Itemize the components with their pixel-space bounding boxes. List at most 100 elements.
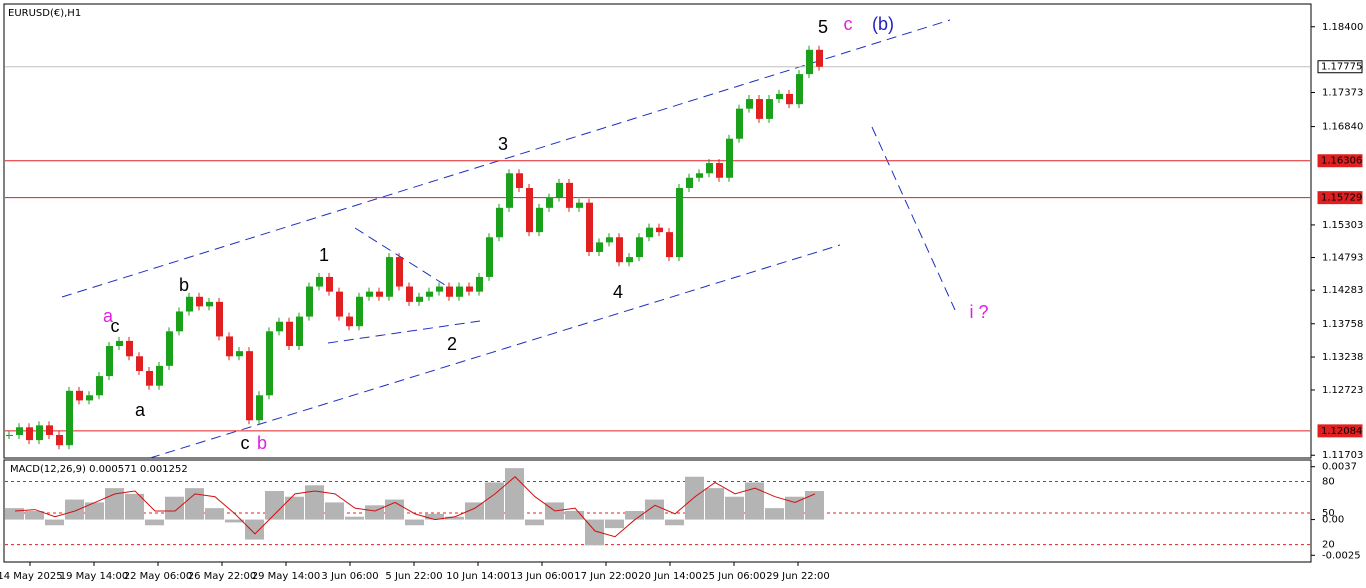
x-tick-label: 19 May 14:00 [60, 571, 129, 582]
candle [326, 276, 333, 292]
x-tick-label: 14 May 2025 [0, 571, 63, 582]
wave-label: (b) [872, 14, 894, 34]
candle [116, 340, 123, 347]
macd-bar [725, 496, 744, 520]
macd-bar [465, 502, 484, 520]
macd-bar [625, 511, 644, 520]
candle [256, 395, 263, 421]
macd-bar [605, 519, 624, 529]
macd-bar [165, 496, 184, 520]
y-tick-label: 1.16840 [1322, 122, 1363, 133]
macd-bar [405, 519, 424, 526]
wave-label: 4 [613, 282, 623, 302]
candle [476, 276, 483, 292]
y-tick-label: -0.0025 [1322, 550, 1361, 561]
signal-line [14, 476, 816, 538]
macd-bar [45, 519, 64, 526]
candle [86, 395, 93, 401]
candle [556, 182, 563, 198]
candle [296, 316, 303, 347]
candle [776, 93, 783, 100]
candle [796, 74, 803, 105]
wave-label: b [179, 275, 189, 295]
candle [726, 138, 733, 178]
y-tick-label: 1.14283 [1322, 285, 1363, 296]
macd-bar [525, 519, 544, 526]
candle [206, 301, 213, 307]
x-tick-label: 5 Jun 22:00 [385, 571, 442, 582]
wave-label: c [844, 14, 853, 34]
level-box [1317, 424, 1363, 438]
macd-bar [565, 511, 584, 520]
candle [386, 257, 393, 297]
candle [6, 434, 13, 436]
candle [346, 316, 353, 327]
candle [156, 365, 163, 386]
macd-bar [85, 502, 104, 520]
candle [606, 237, 613, 243]
y-tick-label: 1.13758 [1322, 319, 1363, 330]
y2-tick-label: 80 [1322, 476, 1335, 487]
x-tick-label: 29 May 14:00 [252, 571, 321, 582]
candle [496, 207, 503, 238]
macd-bar [265, 491, 284, 520]
macd-bar [485, 482, 504, 520]
candle [546, 197, 553, 208]
candle [616, 237, 623, 263]
candle [516, 173, 523, 188]
trend-lines [61, 19, 956, 459]
candle [366, 291, 373, 297]
wave-label: a [103, 306, 114, 326]
level-label: 1.15729 [1321, 193, 1362, 204]
candle [756, 99, 763, 119]
candle [526, 187, 533, 233]
macd-bar [765, 508, 784, 520]
level-label: 1.17775 [1321, 62, 1362, 73]
macd-bar [125, 493, 144, 520]
y-tick-label: 1.11703 [1322, 450, 1363, 461]
candle [766, 99, 773, 119]
candle [626, 257, 633, 263]
candle [686, 177, 693, 188]
candle [666, 232, 673, 258]
wave-label: i ? [969, 302, 988, 322]
macd-bar [785, 496, 804, 520]
candle [676, 187, 683, 258]
candle [406, 286, 413, 302]
macd-bar [365, 505, 384, 520]
candle [696, 173, 703, 178]
candle [146, 370, 153, 386]
candle [16, 427, 23, 435]
candle [126, 340, 133, 357]
macd-bar [345, 516, 364, 520]
candle [266, 331, 273, 396]
macd-bar [25, 511, 44, 520]
wave-label: c [241, 433, 250, 453]
candle [746, 99, 753, 109]
macd-bar [585, 519, 604, 546]
x-tick-label: 17 Jun 22:00 [574, 571, 638, 582]
macd-bar [285, 496, 304, 520]
candle [416, 296, 423, 302]
macd-bar [225, 519, 244, 523]
candle [246, 351, 253, 421]
wave-label: b [257, 433, 267, 453]
macd-bar [5, 508, 24, 520]
chart-title: EURUSD(€),H1 [8, 8, 81, 19]
candle [656, 227, 663, 233]
macd-bar [65, 499, 84, 520]
x-tick-label: 20 Jun 14:00 [638, 571, 702, 582]
y-tick-label: 1.13238 [1322, 352, 1363, 363]
level-box [1317, 191, 1363, 205]
candle [306, 286, 313, 317]
candle [466, 286, 473, 292]
candle [376, 291, 383, 297]
macd-bar [145, 519, 164, 526]
y2-tick-label: 20 [1322, 540, 1335, 551]
candle [106, 346, 113, 377]
candle [166, 331, 173, 366]
candle [216, 301, 223, 337]
candle [706, 163, 713, 174]
y-tick-label: 0.0037 [1322, 462, 1357, 473]
